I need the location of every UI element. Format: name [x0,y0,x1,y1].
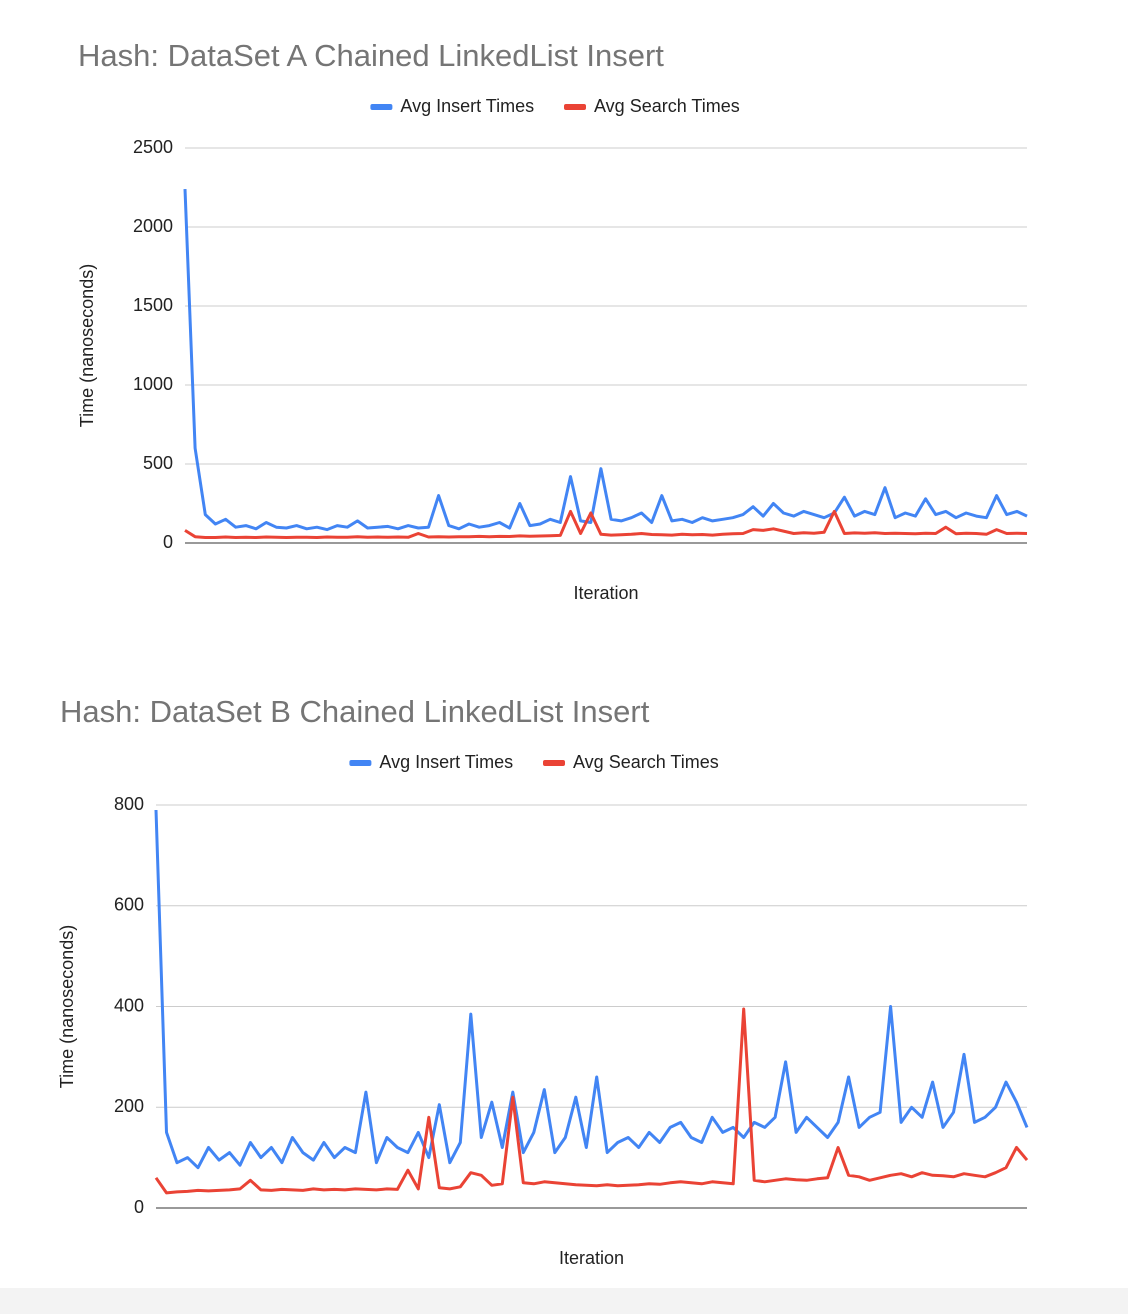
y-axis-label: Time (nanoseconds) [57,925,77,1088]
y-tick-label: 2500 [133,137,173,157]
data-line [154,1007,1029,1195]
y-tick-label: 1000 [133,374,173,394]
legend-label: Avg Search Times [594,96,740,116]
legend-label: Avg Search Times [573,752,719,772]
legend-swatch [370,104,393,110]
y-tick-label: 400 [114,995,144,1015]
legend-label: Avg Insert Times [400,96,534,116]
y-tick-label: 600 [114,895,144,915]
y-tick-label: 2000 [133,216,173,236]
legend-label: Avg Insert Times [379,752,513,772]
chart-title: Hash: DataSet B Chained LinkedList Inser… [60,694,650,729]
legend-swatch [349,760,372,766]
y-axis-label: Time (nanoseconds) [77,264,97,427]
y-tick-label: 0 [134,1197,144,1217]
y-tick-label: 0 [163,532,173,552]
data-line [154,809,1029,1170]
y-tick-label: 200 [114,1096,144,1116]
data-line [184,509,1028,539]
legend-swatch [543,760,565,766]
legend-swatch [564,104,586,110]
x-axis-label: Iteration [559,1248,624,1268]
y-tick-label: 500 [143,453,173,473]
y-tick-label: 1500 [133,295,173,315]
y-tick-label: 800 [114,794,144,814]
data-line [183,189,1028,532]
bottom-strip [0,1288,1128,1314]
x-axis-label: Iteration [573,583,638,603]
chart-title: Hash: DataSet A Chained LinkedList Inser… [78,38,664,73]
